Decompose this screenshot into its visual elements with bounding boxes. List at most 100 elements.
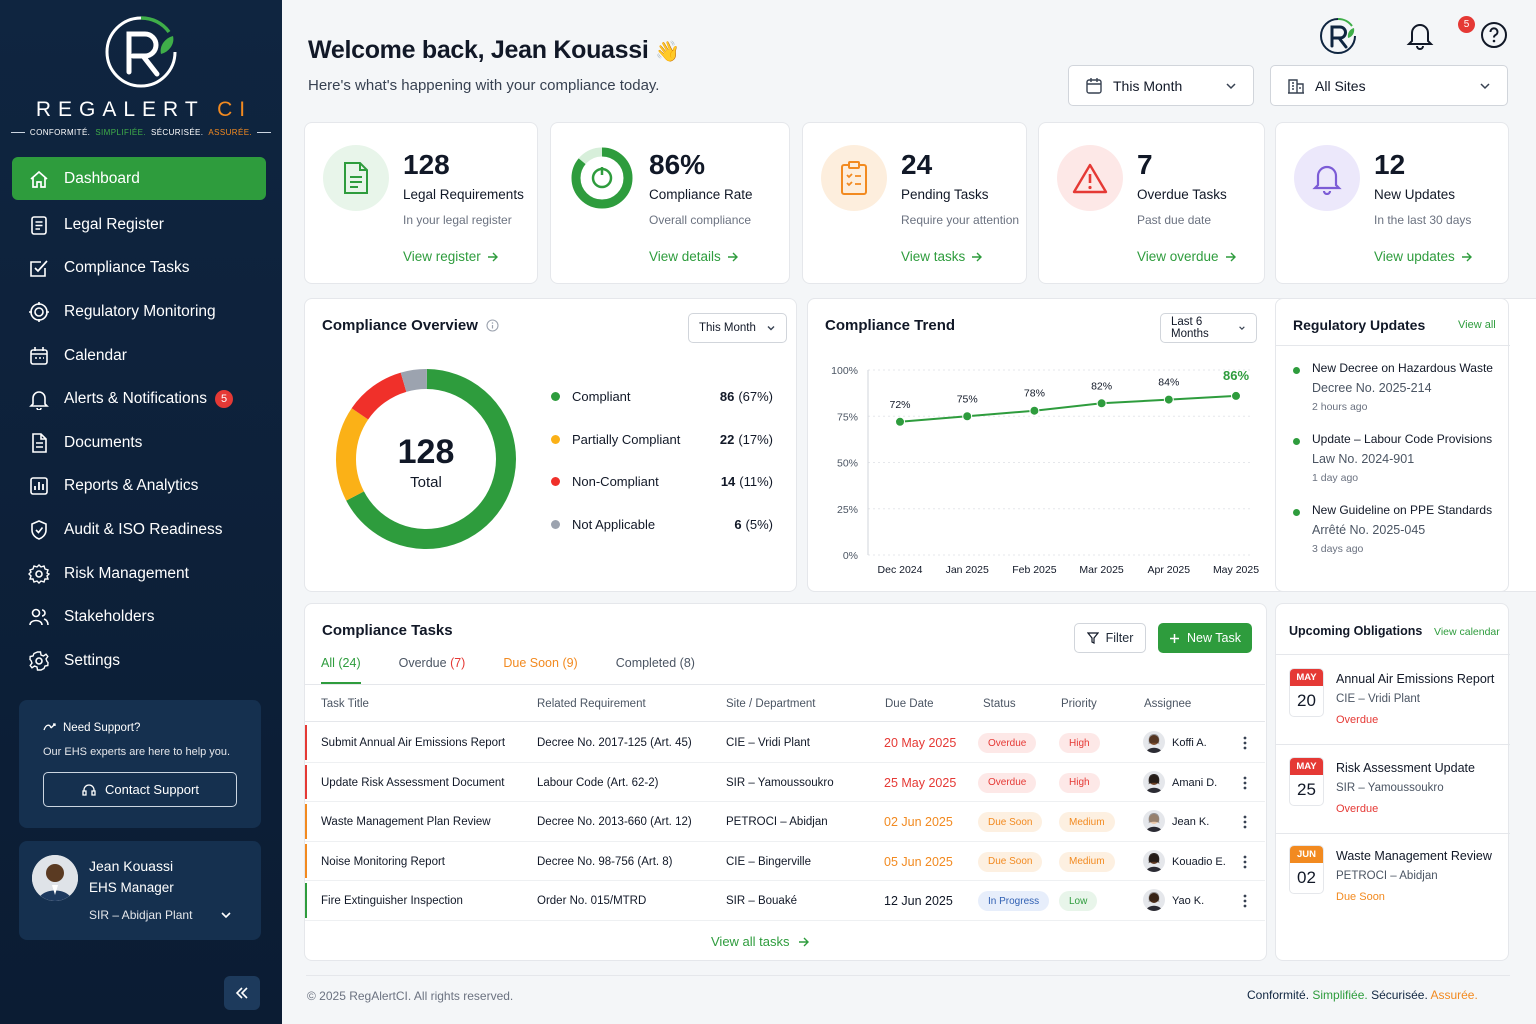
sidebar-item-legal-register[interactable]: Legal Register: [12, 203, 266, 247]
sidebar-item-reports-analytics[interactable]: Reports & Analytics: [12, 465, 266, 509]
assignee-avatar: [1143, 731, 1165, 753]
stat-label: New Updates: [1374, 187, 1456, 202]
col-task-title[interactable]: Task Title: [321, 698, 369, 710]
stat-label: Legal Requirements: [403, 187, 524, 202]
sidebar-item-stakeholders[interactable]: Stakeholders: [12, 595, 266, 639]
sidebar-item-label: Calendar: [64, 346, 127, 364]
task-title[interactable]: Update Risk Assessment Document: [321, 776, 505, 789]
data-point[interactable]: [1096, 398, 1107, 409]
info-icon[interactable]: [486, 319, 499, 332]
sidebar-item-documents[interactable]: Documents: [12, 421, 266, 465]
stat-label: Compliance Rate: [649, 187, 753, 202]
table-row[interactable]: Update Risk Assessment Document Labour C…: [305, 763, 1265, 803]
kebab-menu-icon[interactable]: [1243, 893, 1247, 909]
task-title[interactable]: Fire Extinguisher Inspection: [321, 895, 463, 908]
sidebar-item-compliance-tasks[interactable]: Compliance Tasks: [12, 247, 266, 291]
tab-overdue[interactable]: Overdue (7): [398, 656, 466, 670]
donut-slice-partially-compliant[interactable]: [336, 408, 369, 501]
sidebar-item-alerts-notifications[interactable]: Alerts & Notifications 5: [12, 377, 266, 421]
contact-support-button[interactable]: Contact Support: [43, 772, 237, 807]
overview-period-select[interactable]: This Month: [688, 313, 787, 343]
status-badge: Overdue: [978, 772, 1037, 793]
update-item[interactable]: Update – Labour Code Provisions Law No. 2…: [1293, 432, 1503, 484]
obligation-item[interactable]: MAY 20 Annual Air Emissions Report CIE – …: [1276, 668, 1510, 748]
view-calendar-link[interactable]: View calendar: [1434, 626, 1500, 638]
site-select[interactable]: All Sites: [1270, 65, 1508, 106]
sidebar-item-settings[interactable]: Settings: [12, 639, 266, 683]
table-row[interactable]: Waste Management Plan Review Decree No. …: [305, 802, 1265, 842]
stat-card-compliance-rate: 86% Compliance Rate Overall compliance V…: [550, 122, 790, 284]
trend-period-select[interactable]: Last 6 Months: [1160, 313, 1257, 343]
update-time: 3 days ago: [1312, 543, 1364, 555]
checkbox-icon: [30, 260, 48, 278]
obligation-item[interactable]: JUN 02 Waste Management Review PETROCI – …: [1289, 845, 1509, 925]
sidebar-item-dashboard[interactable]: Dashboard: [12, 157, 266, 200]
obligation-item[interactable]: MAY 25 Risk Assessment Update SIR – Yamou…: [1276, 756, 1510, 837]
view-register-link[interactable]: View register: [403, 249, 499, 264]
sidebar-item-audit-iso-readiness[interactable]: Audit & ISO Readiness: [12, 508, 266, 552]
tab-due-soon[interactable]: Due Soon (9): [503, 656, 578, 670]
table-row[interactable]: Fire Extinguisher Inspection Order No. 0…: [305, 881, 1265, 921]
sidebar-item-label: Stakeholders: [64, 608, 155, 626]
support-wave-icon: [43, 723, 56, 731]
priority-badge: High: [1059, 772, 1100, 793]
update-item[interactable]: New Guideline on PPE Standards Arrêté No.…: [1293, 503, 1503, 555]
task-title[interactable]: Waste Management Plan Review: [321, 816, 491, 829]
sidebar-item-calendar[interactable]: Calendar: [12, 334, 266, 378]
data-point[interactable]: [1029, 405, 1040, 416]
table-header: Task Title Related Requirement Site / De…: [305, 684, 1265, 722]
view-all-updates-link[interactable]: View all: [1458, 319, 1496, 331]
kebab-menu-icon[interactable]: [1243, 735, 1247, 751]
task-site: SIR – Yamoussoukro: [726, 776, 834, 789]
kebab-menu-icon[interactable]: [1243, 854, 1247, 870]
stat-value: 7: [1137, 149, 1153, 180]
donut-slice-non-compliant[interactable]: [351, 372, 407, 420]
x-tick-label: Mar 2025: [1079, 564, 1124, 576]
donut-slice-compliant[interactable]: [346, 369, 516, 549]
calendar-day: 20: [1297, 691, 1316, 710]
col-priority[interactable]: Priority: [1061, 698, 1097, 710]
stat-card-legal-requirements: 128 Legal Requirements In your legal reg…: [304, 122, 538, 284]
table-row[interactable]: Submit Annual Air Emissions Report Decre…: [305, 723, 1265, 763]
kebab-menu-icon[interactable]: [1243, 775, 1247, 791]
sidebar-item-label: Dashboard: [64, 169, 140, 187]
col-related-requirement[interactable]: Related Requirement: [537, 698, 646, 710]
legend-dot: [551, 392, 560, 401]
tab-completed[interactable]: Completed (8): [615, 656, 695, 670]
period-select[interactable]: This Month: [1068, 65, 1254, 106]
sidebar-item-regulatory-monitoring[interactable]: Regulatory Monitoring: [12, 290, 266, 334]
view-details-link[interactable]: View details: [649, 249, 739, 264]
task-title[interactable]: Submit Annual Air Emissions Report: [321, 737, 506, 749]
help-icon[interactable]: [1480, 21, 1508, 49]
data-point[interactable]: [895, 416, 905, 427]
calendar-date-badge: MAY 20: [1289, 668, 1324, 717]
col-site[interactable]: Site / Department: [726, 698, 816, 710]
col-due-date[interactable]: Due Date: [885, 698, 934, 710]
status-badge: Due Soon: [978, 812, 1043, 833]
data-point[interactable]: [962, 411, 973, 422]
user-profile-card[interactable]: Jean Kouassi EHS Manager SIR – Abidjan P…: [19, 841, 261, 940]
donut-slice-not-applicable[interactable]: [400, 369, 428, 392]
data-point[interactable]: [1163, 394, 1174, 405]
data-point[interactable]: [1231, 390, 1241, 401]
sidebar-item-risk-management[interactable]: Risk Management: [12, 552, 266, 596]
arrow-right-icon: [1225, 252, 1236, 261]
chevron-down-icon: [1226, 82, 1236, 89]
task-title[interactable]: Noise Monitoring Report: [321, 855, 446, 868]
view-overdue-link[interactable]: View overdue: [1137, 249, 1237, 264]
table-row[interactable]: Noise Monitoring Report Decree No. 98-75…: [305, 842, 1265, 882]
notification-badge: 5: [1458, 16, 1475, 33]
new-task-button[interactable]: New Task: [1158, 623, 1252, 653]
view-all-tasks-link[interactable]: View all tasks: [711, 934, 810, 949]
update-item[interactable]: New Decree on Hazardous Waste Decree No. …: [1293, 361, 1503, 413]
col-assignee[interactable]: Assignee: [1144, 698, 1192, 710]
kebab-menu-icon[interactable]: [1243, 814, 1247, 830]
collapse-sidebar-button[interactable]: [224, 976, 260, 1010]
app-logo-icon[interactable]: [1318, 16, 1358, 56]
col-status[interactable]: Status: [983, 698, 1016, 710]
tab-all[interactable]: All (24): [321, 656, 361, 684]
view-tasks-link[interactable]: View tasks: [901, 249, 983, 264]
view-updates-link[interactable]: View updates: [1374, 249, 1473, 264]
notification-bell-icon[interactable]: [1406, 20, 1434, 50]
filter-button[interactable]: Filter: [1074, 623, 1146, 653]
